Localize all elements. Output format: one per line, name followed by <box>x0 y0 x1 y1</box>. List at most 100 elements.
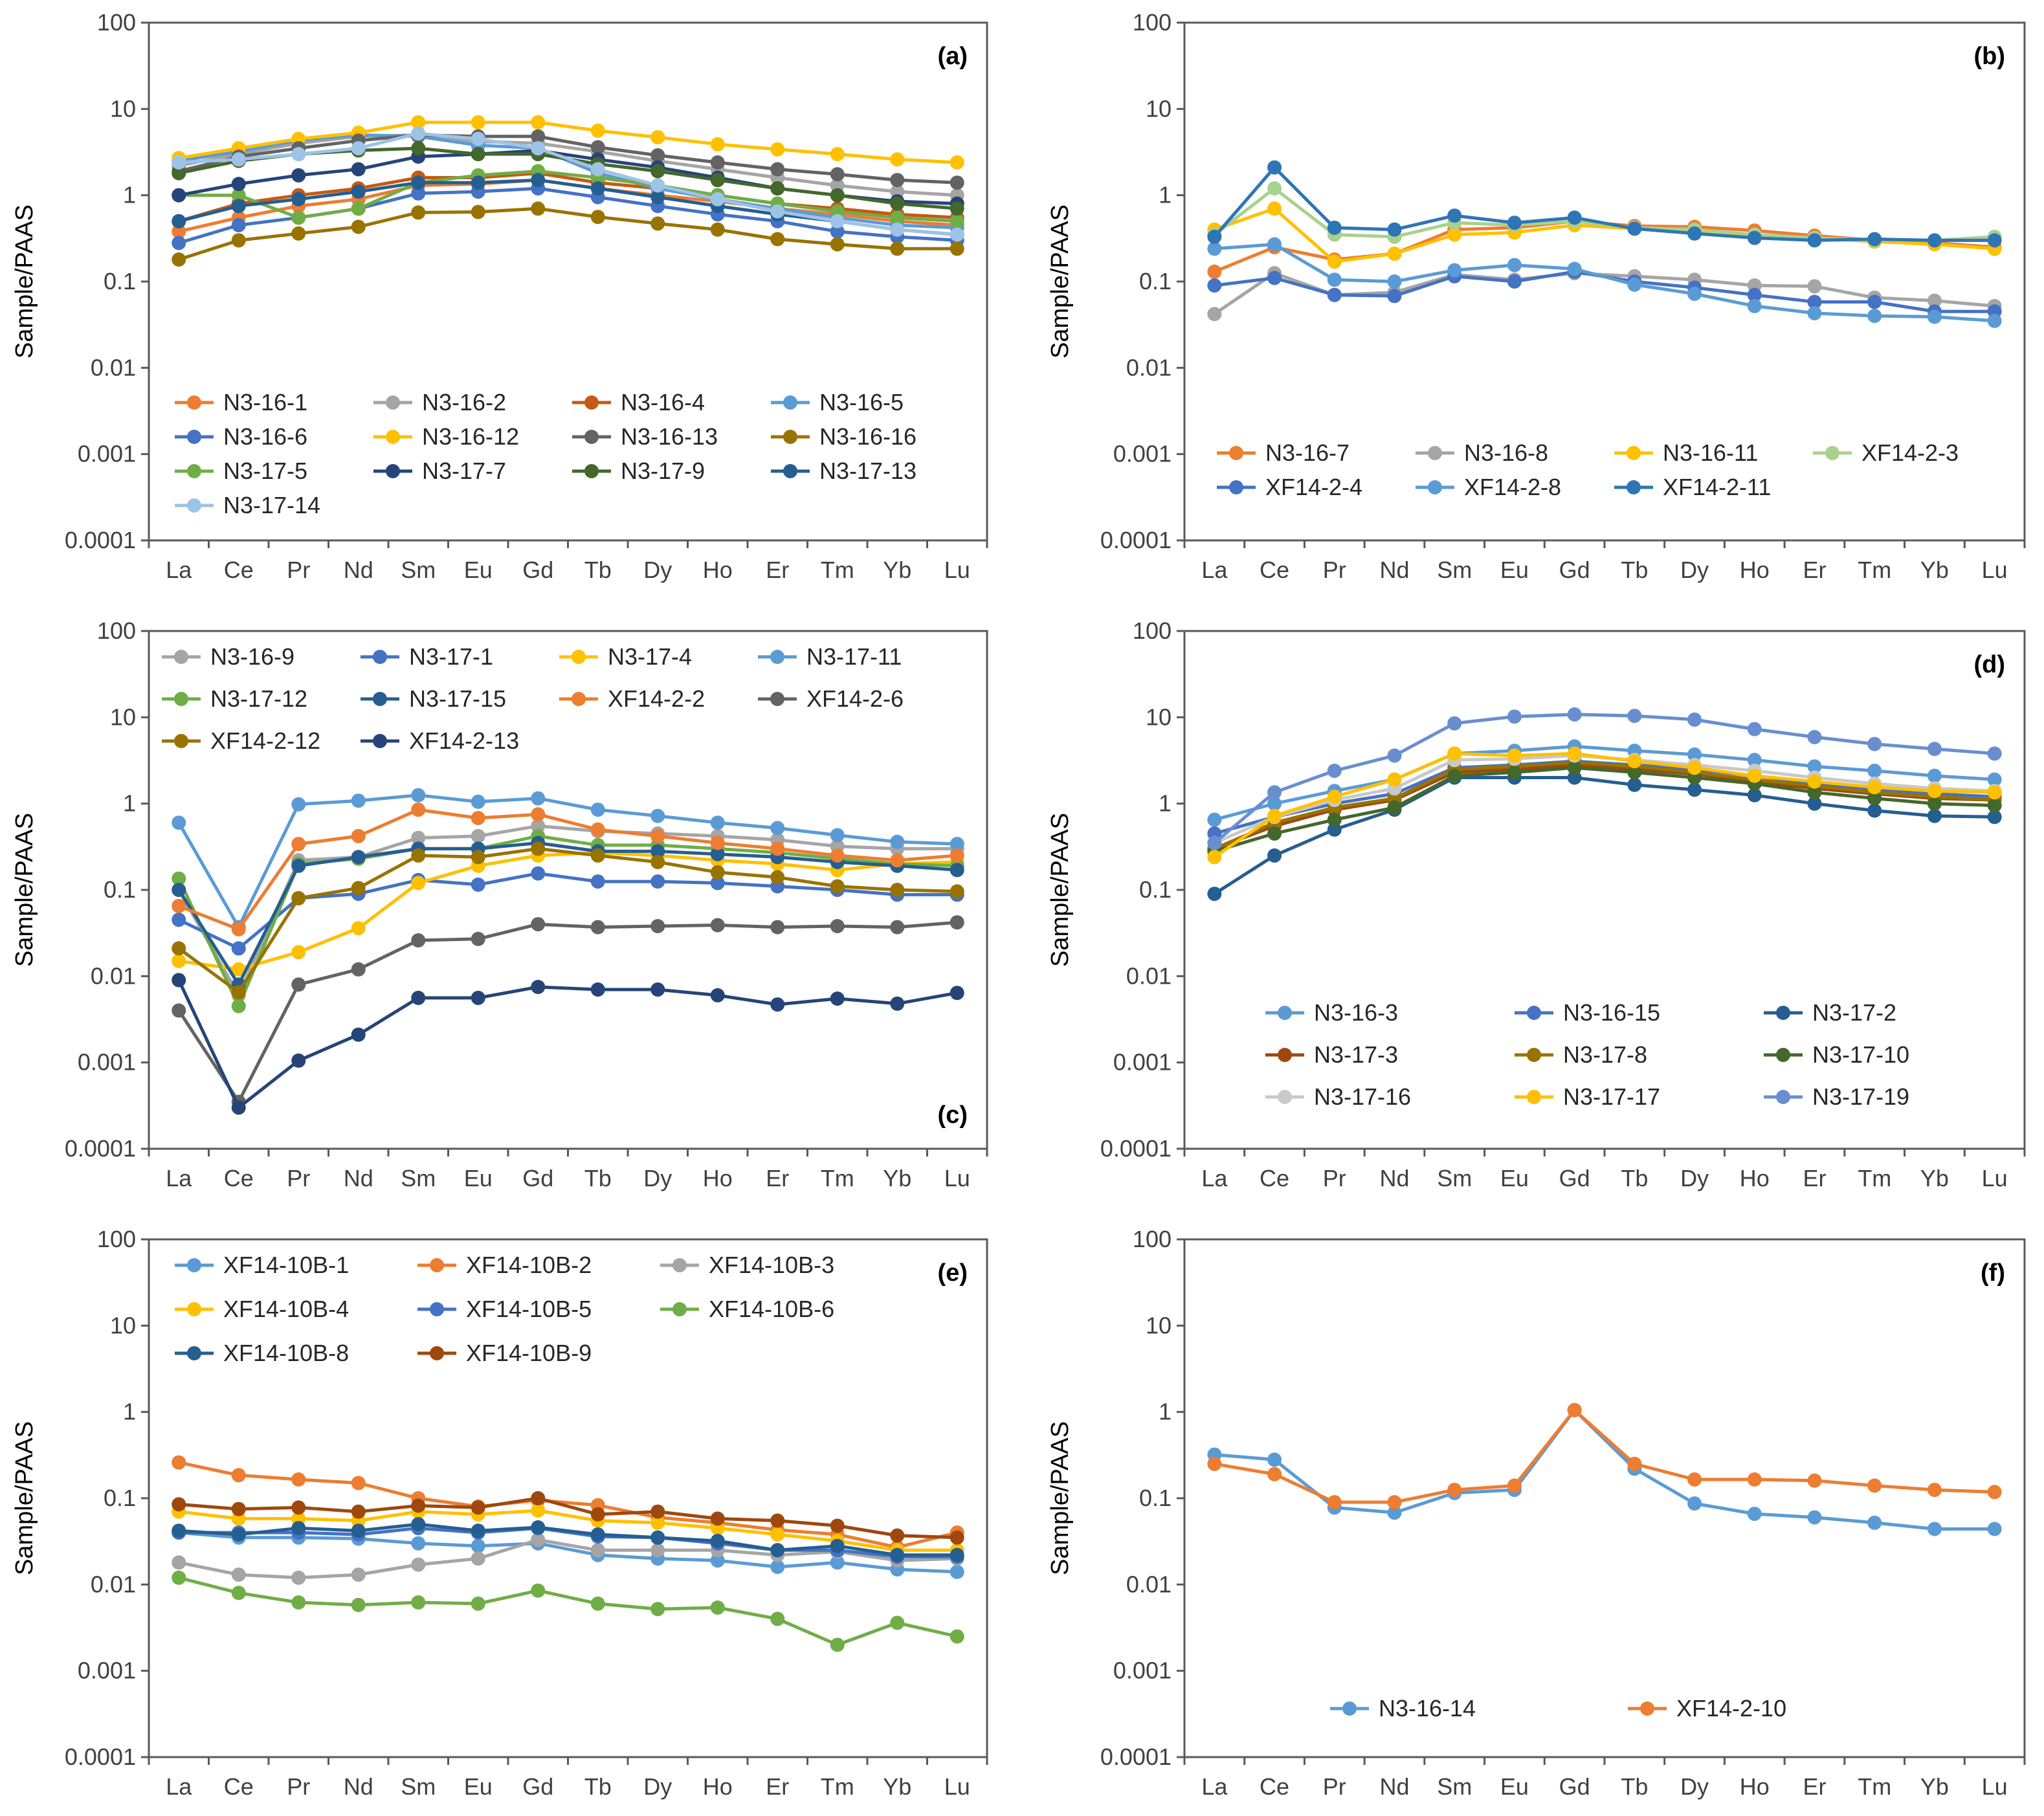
data-point-xf14-2-6-gd <box>531 917 546 932</box>
data-point-n3-17-7-nd <box>351 162 366 177</box>
panel-f-y-tick-label: 0.001 <box>1113 1657 1172 1684</box>
data-point-n3-17-11-eu <box>471 794 485 809</box>
data-point-xf14-2-13-ce <box>231 1100 246 1115</box>
data-point-n3-17-11-tb <box>590 803 605 817</box>
data-point-n3-17-11-lu <box>950 837 964 852</box>
data-point-n3-17-4-ce <box>231 962 246 977</box>
panel-b-x-label-eu: Eu <box>1500 557 1529 583</box>
data-point-xf14-2-4-pr <box>1327 287 1342 302</box>
data-point-n3-16-16-dy <box>650 216 665 231</box>
legend-swatch-marker-xf14-2-12 <box>174 734 188 748</box>
data-point-xf14-2-6-tb <box>590 920 605 935</box>
panel-b-x-label-nd: Nd <box>1379 557 1409 583</box>
legend-swatch-marker-n3-17-19 <box>1776 1090 1790 1104</box>
panel-f-x-label-tb: Tb <box>1621 1773 1648 1800</box>
data-point-n3-16-12-ho <box>710 137 725 151</box>
data-point-n3-17-5-yb <box>890 210 905 225</box>
data-point-n3-17-19-lu <box>1987 746 2002 761</box>
data-point-xf14-10b-2-ce <box>231 1468 246 1483</box>
data-point-xf14-2-10-tb <box>1627 1456 1642 1471</box>
data-point-xf14-10b-6-la <box>172 1570 186 1585</box>
data-point-n3-17-15-ho <box>710 847 725 861</box>
data-point-xf14-2-2-yb <box>890 853 905 868</box>
legend-swatch-marker-xf14-2-2 <box>572 692 586 706</box>
panel-f-x-label-pr: Pr <box>1323 1773 1346 1800</box>
series-line-n3-16-4 <box>178 172 957 223</box>
series-line-xf14-2-8 <box>1214 243 1995 323</box>
panel-d-plot-frame <box>1183 630 2026 1150</box>
data-point-xf14-2-10-lu <box>1987 1485 2002 1500</box>
data-point-xf14-2-12-pr <box>291 891 306 905</box>
legend-swatch-marker-n3-17-9 <box>584 464 599 478</box>
panel-c-y-tick-label: 0.001 <box>78 1049 136 1076</box>
panel-c-y-tick-label: 100 <box>97 617 136 644</box>
data-point-n3-16-14-tm <box>1867 1515 1882 1530</box>
legend-label-xf14-2-10: XF14-2-10 <box>1676 1695 1786 1722</box>
data-point-n3-16-3-er <box>1807 759 1822 774</box>
data-point-n3-16-16-ho <box>710 222 725 237</box>
data-point-n3-16-14-yb <box>1927 1522 1942 1536</box>
data-point-n3-17-19-ce <box>1267 785 1282 800</box>
data-point-xf14-2-6-sm <box>411 933 426 947</box>
data-point-n3-16-13-tm <box>830 167 845 182</box>
data-point-xf14-10b-4-dy <box>650 1515 665 1530</box>
panel-d-series-n3-17-10 <box>1207 760 2002 859</box>
data-point-n3-17-4-nd <box>351 921 366 936</box>
legend-swatch-marker-n3-17-8 <box>1527 1048 1541 1062</box>
data-point-xf14-10b-8-nd <box>351 1523 366 1538</box>
data-point-xf14-10b-8-yb <box>890 1547 905 1562</box>
legend-swatch-marker-xf14-10b-2 <box>430 1258 444 1272</box>
panel-a-y-tick-label: 0.1 <box>104 268 136 294</box>
data-point-xf14-2-13-nd <box>351 1027 366 1042</box>
data-point-n3-16-12-yb <box>890 152 905 167</box>
legend-swatch-marker-n3-17-2 <box>1776 1006 1790 1020</box>
data-point-n3-16-14-ce <box>1267 1452 1282 1467</box>
data-point-n3-17-13-nd <box>351 184 366 199</box>
panel-b-y-tick-label: 0.01 <box>1126 354 1172 381</box>
legend-swatch-marker-xf14-10b-8 <box>187 1346 201 1360</box>
data-point-xf14-10b-2-pr <box>291 1472 306 1487</box>
data-point-n3-17-10-gd <box>1567 760 1582 775</box>
data-point-n3-17-5-nd <box>351 201 366 216</box>
legend-label-n3-16-4: N3-16-4 <box>621 389 705 415</box>
data-point-n3-16-13-dy <box>650 148 665 162</box>
panel-c-y-tick-label: 0.01 <box>91 962 136 989</box>
panel-b-legend: N3-16-7 N3-16-8 N3-16-11 XF14-2-3 XF14-2-4 XF… <box>1217 439 1959 500</box>
panel-a-x-label-ce: Ce <box>224 557 254 583</box>
panel-c-x-label-ce: Ce <box>224 1165 254 1191</box>
panel-f-x-label-eu: Eu <box>1500 1773 1529 1800</box>
data-point-n3-17-4-sm <box>411 876 426 891</box>
panel-e-x-label-nd: Nd <box>344 1773 373 1800</box>
panel-c-series-xf14-2-2 <box>172 803 964 936</box>
data-point-n3-16-16-ce <box>231 233 246 248</box>
data-point-n3-17-10-pr <box>1327 812 1342 827</box>
data-point-n3-16-12-dy <box>650 130 665 145</box>
data-point-xf14-2-8-pr <box>1327 272 1342 287</box>
panel-c-y-axis-title: Sample/PAAS <box>11 813 38 967</box>
data-point-xf14-10b-1-eu <box>471 1538 485 1553</box>
legend-swatch-marker-n3-16-15 <box>1527 1006 1541 1020</box>
data-point-xf14-10b-3-tb <box>590 1543 605 1558</box>
data-point-xf14-2-12-lu <box>950 884 964 899</box>
data-point-xf14-2-12-yb <box>890 883 905 897</box>
panel-d-letter: (d) <box>1973 651 2005 678</box>
panel-f-x-label-nd: Nd <box>1379 1773 1409 1800</box>
data-point-n3-17-10-dy <box>1687 770 1702 785</box>
data-point-n3-17-9-sm <box>411 141 426 156</box>
data-point-xf14-10b-8-er <box>770 1543 785 1558</box>
data-point-xf14-10b-9-tb <box>590 1507 605 1522</box>
data-point-n3-17-19-tm <box>1867 736 1882 751</box>
data-point-n3-17-11-tm <box>830 828 845 843</box>
panel-c-x-label-la: La <box>166 1165 192 1191</box>
legend-swatch-marker-n3-16-6 <box>187 430 201 444</box>
panel-d-x-label-gd: Gd <box>1559 1165 1590 1191</box>
panel-d-x-label-ce: Ce <box>1260 1165 1289 1191</box>
legend-swatch-marker-n3-16-12 <box>386 430 400 444</box>
series-line-n3-17-15 <box>177 841 957 986</box>
legend-label-n3-17-13: N3-17-13 <box>819 458 916 484</box>
panel-e-x-label-tm: Tm <box>821 1773 854 1800</box>
data-point-n3-17-17-la <box>1207 850 1222 865</box>
data-point-xf14-2-4-ho <box>1747 287 1762 302</box>
data-point-xf14-2-6-yb <box>890 920 905 935</box>
data-point-n3-16-6-tm <box>830 224 845 239</box>
